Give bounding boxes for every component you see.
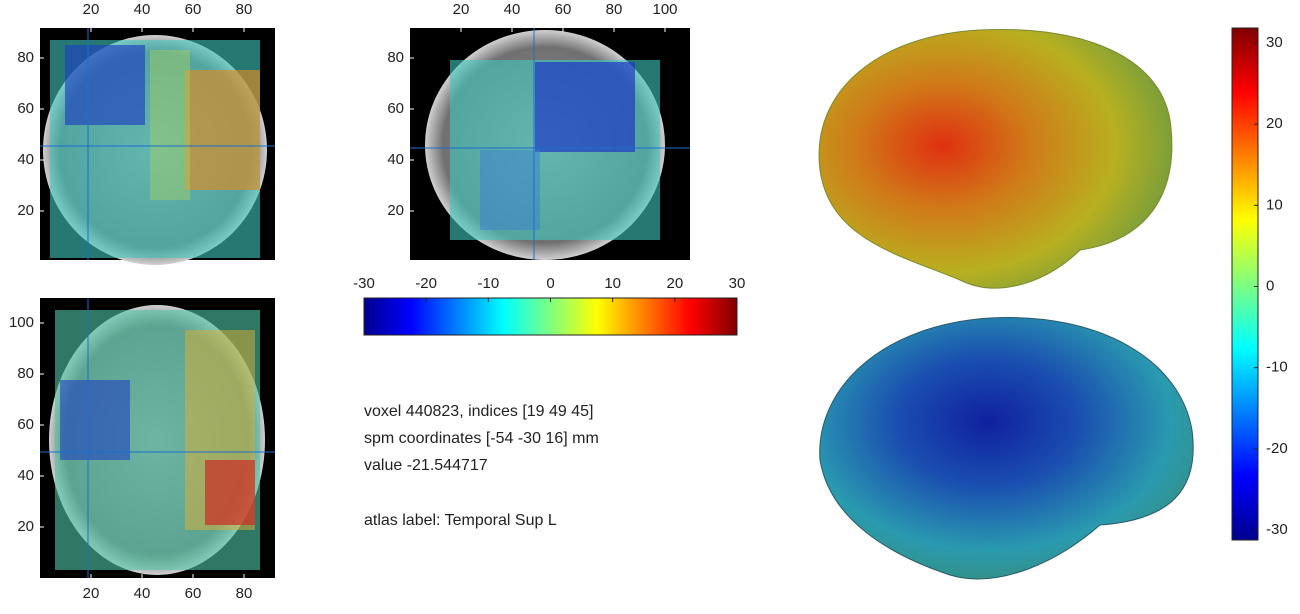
y-tick-label: 80 bbox=[17, 49, 34, 66]
y-tick-label: 60 bbox=[17, 100, 34, 117]
colorbar-tick-label: 0 bbox=[1266, 277, 1274, 294]
x-tick-label: 20 bbox=[83, 585, 100, 602]
x-tick-label: 40 bbox=[134, 585, 151, 602]
y-tick-label: 60 bbox=[17, 416, 34, 433]
colorbar-tick-label: -20 bbox=[415, 275, 437, 292]
info-line: atlas label: Temporal Sup L bbox=[364, 512, 557, 529]
x-tick-label: 100 bbox=[652, 1, 677, 18]
colorbar-horizontal bbox=[363, 297, 738, 336]
info-line: value -21.544717 bbox=[364, 457, 488, 474]
x-tick-label: 20 bbox=[453, 1, 470, 18]
colorbar-vertical bbox=[1231, 27, 1259, 541]
brain-surface-bottom bbox=[819, 316, 1194, 580]
y-tick-label: 20 bbox=[17, 518, 34, 535]
colorbar-tick-label: 20 bbox=[666, 275, 683, 292]
y-tick-label: 40 bbox=[17, 467, 34, 484]
colorbar-tick-label: -10 bbox=[1266, 359, 1288, 376]
brain-surfaces bbox=[818, 29, 1194, 580]
x-tick-label: 40 bbox=[504, 1, 521, 18]
y-tick-label: 100 bbox=[9, 314, 34, 331]
info-line: spm coordinates [-54 -30 16] mm bbox=[364, 430, 599, 447]
colorbar-tick-label: 10 bbox=[1266, 196, 1283, 213]
x-tick-label: 60 bbox=[555, 1, 572, 18]
colorbar-tick-label: 30 bbox=[729, 275, 746, 292]
coronal-slice bbox=[40, 28, 275, 265]
x-tick-label: 80 bbox=[236, 1, 253, 18]
x-tick-label: 60 bbox=[185, 585, 202, 602]
colorbar-tick-label: -30 bbox=[1266, 521, 1288, 538]
sagittal-slice bbox=[410, 28, 690, 260]
y-tick-label: 20 bbox=[387, 202, 404, 219]
y-tick-label: 40 bbox=[17, 151, 34, 168]
y-tick-label: 80 bbox=[387, 49, 404, 66]
colorbar-tick-label: 30 bbox=[1266, 34, 1283, 51]
info-line: voxel 440823, indices [19 49 45] bbox=[364, 403, 594, 420]
colorbar-tick-label: 20 bbox=[1266, 115, 1283, 132]
brain-surface-top bbox=[818, 29, 1173, 289]
x-tick-label: 80 bbox=[236, 585, 253, 602]
x-tick-label: 80 bbox=[606, 1, 623, 18]
colorbar-tick-label: -30 bbox=[353, 275, 375, 292]
colorbar-tick-label: 0 bbox=[546, 275, 554, 292]
axial-slice bbox=[40, 298, 275, 578]
y-tick-label: 80 bbox=[17, 365, 34, 382]
info-text: voxel 440823, indices [19 49 45] spm coor… bbox=[364, 403, 599, 529]
colorbar-tick-label: -10 bbox=[477, 275, 499, 292]
y-tick-label: 20 bbox=[17, 202, 34, 219]
colorbar-tick-label: -20 bbox=[1266, 440, 1288, 457]
y-tick-label: 40 bbox=[387, 151, 404, 168]
colorbar-tick-label: 10 bbox=[604, 275, 621, 292]
y-tick-label: 60 bbox=[387, 100, 404, 117]
x-tick-label: 60 bbox=[185, 1, 202, 18]
x-tick-label: 20 bbox=[83, 1, 100, 18]
x-tick-label: 40 bbox=[134, 1, 151, 18]
